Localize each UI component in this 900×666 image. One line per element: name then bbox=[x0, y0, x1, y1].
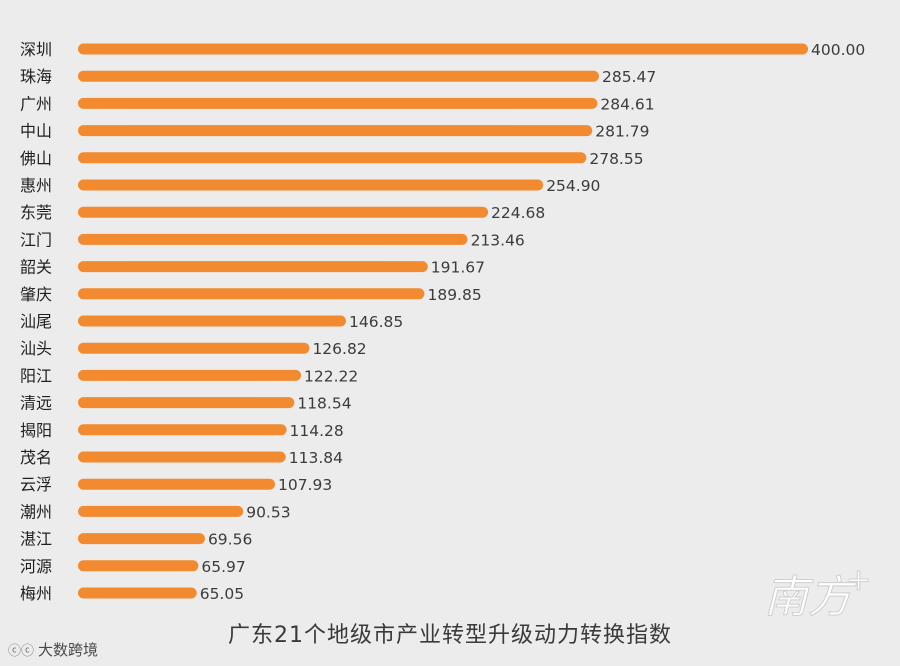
value-label: 224.68 bbox=[491, 204, 545, 222]
bar bbox=[78, 43, 808, 55]
bar bbox=[78, 288, 425, 300]
bar bbox=[78, 451, 286, 463]
bar bbox=[78, 261, 428, 273]
value-label: 285.47 bbox=[602, 68, 656, 86]
bar bbox=[78, 397, 295, 409]
category-label: 湛江 bbox=[20, 530, 52, 549]
value-label: 118.54 bbox=[297, 395, 351, 413]
cc-icon: ⓒⓒ bbox=[8, 644, 35, 659]
value-label: 65.97 bbox=[201, 558, 245, 576]
value-label: 69.56 bbox=[208, 531, 252, 549]
watermark: ⓒⓒ 大数跨境 bbox=[8, 639, 98, 660]
category-label: 珠海 bbox=[20, 67, 52, 86]
value-label: 254.90 bbox=[546, 177, 600, 195]
category-label: 中山 bbox=[20, 122, 52, 141]
value-label: 107.93 bbox=[278, 476, 332, 494]
category-label: 东莞 bbox=[20, 203, 52, 222]
value-label: 113.84 bbox=[289, 449, 343, 467]
value-label: 191.67 bbox=[431, 259, 485, 277]
value-label: 213.46 bbox=[471, 231, 525, 249]
svg-text:+: + bbox=[846, 563, 871, 598]
svg-text:南方: 南方 bbox=[764, 572, 857, 623]
category-label: 韶关 bbox=[20, 258, 52, 277]
bar bbox=[78, 70, 599, 82]
category-label: 河源 bbox=[20, 557, 52, 576]
bar-chart: 深圳 400.00 珠海 285.47 广州 284.61 中山 281.79 佛山 278.55… bbox=[20, 40, 865, 603]
category-label: 梅州 bbox=[20, 584, 52, 603]
category-label: 清远 bbox=[20, 394, 52, 413]
bar bbox=[78, 125, 593, 137]
watermark-text: 大数跨境 bbox=[38, 641, 99, 659]
bar bbox=[78, 315, 347, 327]
bar bbox=[78, 369, 302, 381]
bar bbox=[78, 478, 275, 490]
bar bbox=[78, 587, 197, 599]
value-label: 400.00 bbox=[811, 41, 865, 59]
bar bbox=[78, 342, 310, 354]
bar bbox=[78, 206, 489, 218]
bar bbox=[78, 179, 544, 191]
category-label: 佛山 bbox=[20, 149, 52, 168]
bar bbox=[78, 424, 287, 436]
bar bbox=[78, 560, 199, 572]
category-label: 广州 bbox=[20, 94, 52, 113]
value-label: 90.53 bbox=[246, 503, 290, 521]
category-label: 肇庆 bbox=[20, 285, 52, 304]
category-label: 茂名 bbox=[20, 448, 52, 467]
category-label: 潮州 bbox=[20, 502, 52, 521]
category-label: 江门 bbox=[20, 230, 52, 249]
value-label: 284.61 bbox=[600, 95, 654, 113]
category-label: 云浮 bbox=[20, 475, 52, 494]
value-label: 65.05 bbox=[200, 585, 244, 603]
nanfang-plus-logo: 南方 + bbox=[764, 563, 872, 624]
value-label: 126.82 bbox=[312, 340, 366, 358]
value-label: 114.28 bbox=[290, 422, 344, 440]
category-label: 惠州 bbox=[20, 176, 52, 195]
bar bbox=[78, 233, 468, 245]
bar bbox=[78, 533, 205, 545]
bar bbox=[78, 505, 244, 517]
category-label: 揭阳 bbox=[20, 421, 52, 440]
chart-title: 广东21个地级市产业转型升级动力转换指数 bbox=[228, 623, 672, 648]
category-label: 阳江 bbox=[20, 366, 52, 385]
bar bbox=[78, 152, 587, 164]
value-label: 189.85 bbox=[427, 286, 481, 304]
value-label: 146.85 bbox=[349, 313, 403, 331]
value-label: 278.55 bbox=[589, 150, 643, 168]
value-label: 122.22 bbox=[304, 367, 358, 385]
bar bbox=[78, 97, 598, 109]
value-label: 281.79 bbox=[595, 123, 649, 141]
category-label: 汕头 bbox=[20, 339, 52, 358]
category-label: 汕尾 bbox=[20, 312, 52, 331]
category-label: 深圳 bbox=[20, 40, 52, 59]
